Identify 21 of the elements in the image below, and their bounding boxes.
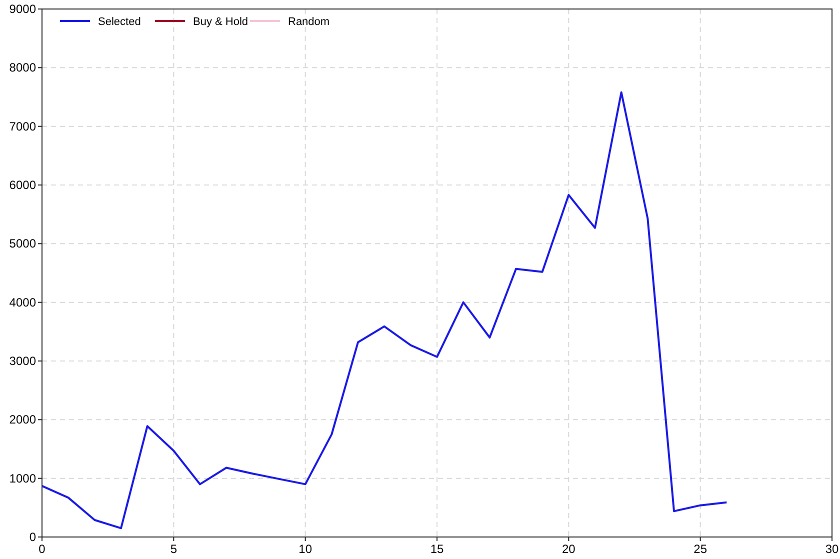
legend-label: Random (288, 16, 330, 28)
y-tick-label: 8000 (9, 60, 36, 75)
x-tick-label: 15 (430, 542, 444, 556)
x-tick-label: 5 (170, 542, 178, 556)
legend-label: Buy & Hold (193, 16, 248, 28)
y-tick-label: 4000 (9, 295, 36, 310)
y-tick-label: 0 (29, 530, 36, 544)
line-series (41, 91, 728, 530)
x-tick-label: 25 (694, 542, 708, 556)
y-tick-label: 1000 (9, 471, 36, 486)
x-tick-label: 20 (562, 542, 576, 556)
legend-label: Selected (98, 16, 141, 28)
y-tick-label: 9000 (9, 2, 36, 16)
x-tick-label: 10 (298, 542, 312, 556)
x-tick-label: 30 (825, 542, 839, 556)
y-tick-label: 2000 (9, 412, 36, 427)
y-tick-label: 7000 (9, 119, 36, 134)
y-tick-label: 6000 (9, 178, 36, 192)
y-tick-label: 3000 (9, 354, 36, 368)
y-tick-label: 5000 (9, 236, 36, 251)
x-tick-label: 0 (38, 542, 46, 556)
